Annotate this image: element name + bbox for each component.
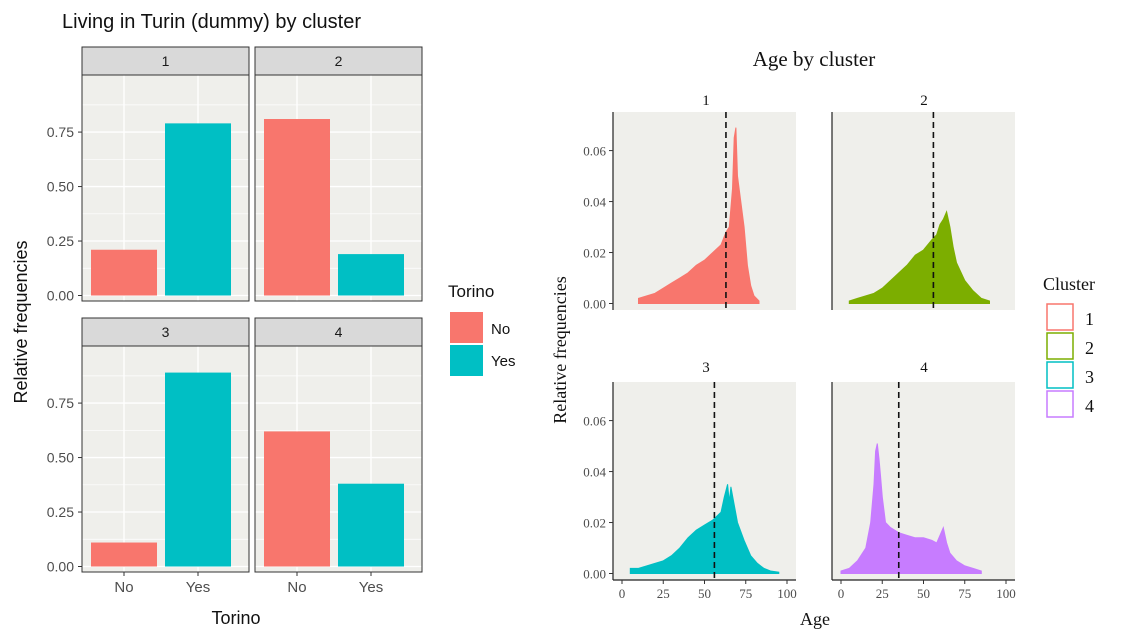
hist-facet-1-label: 1 bbox=[702, 93, 710, 109]
bar-no-cluster-3 bbox=[91, 542, 157, 567]
left-x-axis-title: Torino bbox=[211, 608, 260, 628]
bar-yes-cluster-2 bbox=[338, 254, 404, 296]
legend-swatch-cluster-4 bbox=[1046, 390, 1074, 418]
left-y-axis-title: Relative frequencies bbox=[11, 240, 31, 403]
torino-legend-title: Torino bbox=[448, 282, 494, 301]
legend-swatch-cluster-1 bbox=[1046, 303, 1074, 331]
legend-swatch-cluster-2 bbox=[1046, 332, 1074, 360]
torino-legend: Torino No Yes bbox=[448, 282, 515, 376]
y-tick-label: 0.02 bbox=[583, 516, 606, 531]
age-histogram-cluster-2 bbox=[848, 210, 990, 304]
hist-facet-3-label: 3 bbox=[702, 360, 710, 376]
x-tick-label: 100 bbox=[996, 586, 1016, 601]
bar-facet-4-label: 4 bbox=[335, 324, 343, 340]
hist-facet-4-label: 4 bbox=[920, 360, 928, 376]
x-tick-label: 25 bbox=[657, 586, 670, 601]
legend-swatch-yes bbox=[450, 345, 483, 376]
age-histogram-cluster-4 bbox=[840, 443, 982, 574]
left-chart-title: Living in Turin (dummy) by cluster bbox=[62, 11, 361, 33]
y-tick-label: 0.50 bbox=[47, 179, 74, 195]
legend-label-cluster-4: 4 bbox=[1085, 396, 1094, 416]
bar-facet-2-label: 2 bbox=[335, 53, 343, 69]
legend-swatch-no bbox=[450, 312, 483, 343]
x-tick-label: 100 bbox=[777, 586, 797, 601]
cluster-legend-title: Cluster bbox=[1043, 274, 1095, 294]
x-tick-label: No bbox=[287, 579, 306, 596]
age-histogram-cluster-1 bbox=[638, 127, 760, 304]
y-tick-label: 0.06 bbox=[583, 414, 606, 429]
panel-border bbox=[254, 74, 423, 302]
x-tick-label: 25 bbox=[876, 586, 889, 601]
age-histogram-chart: Age by cluster 1 2 3 4 0.000.020.040.060… bbox=[550, 47, 1095, 629]
bar-yes-cluster-4 bbox=[338, 483, 404, 567]
bar-marks: 0.00 0.25 0.50 0.75 0.00 0.25 0.50 0.75 No Yes No Y… bbox=[47, 74, 423, 596]
bar-no-cluster-1 bbox=[91, 249, 157, 296]
legend-label-yes: Yes bbox=[491, 353, 515, 370]
cluster-legend: Cluster 1 2 3 4 bbox=[1043, 274, 1095, 418]
right-x-axis-title: Age bbox=[800, 609, 830, 629]
bar-no-cluster-2 bbox=[264, 119, 330, 296]
y-tick-label: 0.75 bbox=[47, 395, 74, 411]
bar-yes-cluster-1 bbox=[165, 123, 231, 296]
legend-label-cluster-1: 1 bbox=[1085, 309, 1094, 329]
x-tick-label: 50 bbox=[698, 586, 711, 601]
bar-no-cluster-4 bbox=[264, 431, 330, 567]
y-tick-label: 0.06 bbox=[583, 144, 606, 159]
panel-border bbox=[254, 345, 423, 573]
hist-facet-2-label: 2 bbox=[920, 93, 928, 109]
x-tick-label: No bbox=[114, 579, 133, 596]
age-histogram-cluster-3 bbox=[629, 484, 780, 574]
y-tick-label: 0.00 bbox=[47, 559, 74, 575]
x-tick-label: 0 bbox=[619, 586, 626, 601]
bar-facet-1-label: 1 bbox=[162, 53, 170, 69]
bar-yes-cluster-3 bbox=[165, 372, 231, 567]
y-tick-label: 0.50 bbox=[47, 450, 74, 466]
x-tick-label: 75 bbox=[958, 586, 971, 601]
x-tick-label: 75 bbox=[739, 586, 752, 601]
right-y-axis-title: Relative frequencies bbox=[550, 276, 570, 423]
histogram-marks: 0.00 0.02 0.04 0.06 0.00 0.02 0.04 0.06 0 25 50 75 1… bbox=[583, 112, 1016, 601]
x-tick-label: Yes bbox=[359, 579, 383, 596]
y-tick-label: 0.00 bbox=[583, 297, 606, 312]
y-tick-label: 0.25 bbox=[47, 233, 74, 249]
y-tick-label: 0.75 bbox=[47, 124, 74, 140]
y-tick-label: 0.25 bbox=[47, 504, 74, 520]
y-tick-label: 0.02 bbox=[583, 246, 606, 261]
legend-label-no: No bbox=[491, 321, 510, 338]
panel-border bbox=[81, 345, 250, 573]
legend-label-cluster-3: 3 bbox=[1085, 367, 1094, 387]
right-chart-title: Age by cluster bbox=[753, 47, 875, 71]
legend-label-cluster-2: 2 bbox=[1085, 338, 1094, 358]
y-tick-label: 0.04 bbox=[583, 195, 606, 210]
y-tick-label: 0.00 bbox=[47, 288, 74, 304]
x-tick-label: 0 bbox=[838, 586, 845, 601]
x-tick-label: Yes bbox=[186, 579, 210, 596]
bar-facet-3-label: 3 bbox=[162, 324, 170, 340]
legend-swatch-cluster-3 bbox=[1046, 361, 1074, 389]
torino-bar-chart: Living in Turin (dummy) by cluster 1 2 3… bbox=[11, 11, 515, 628]
y-tick-label: 0.00 bbox=[583, 567, 606, 582]
panel-border bbox=[81, 74, 250, 302]
y-tick-label: 0.04 bbox=[583, 465, 606, 480]
x-tick-label: 50 bbox=[917, 586, 930, 601]
